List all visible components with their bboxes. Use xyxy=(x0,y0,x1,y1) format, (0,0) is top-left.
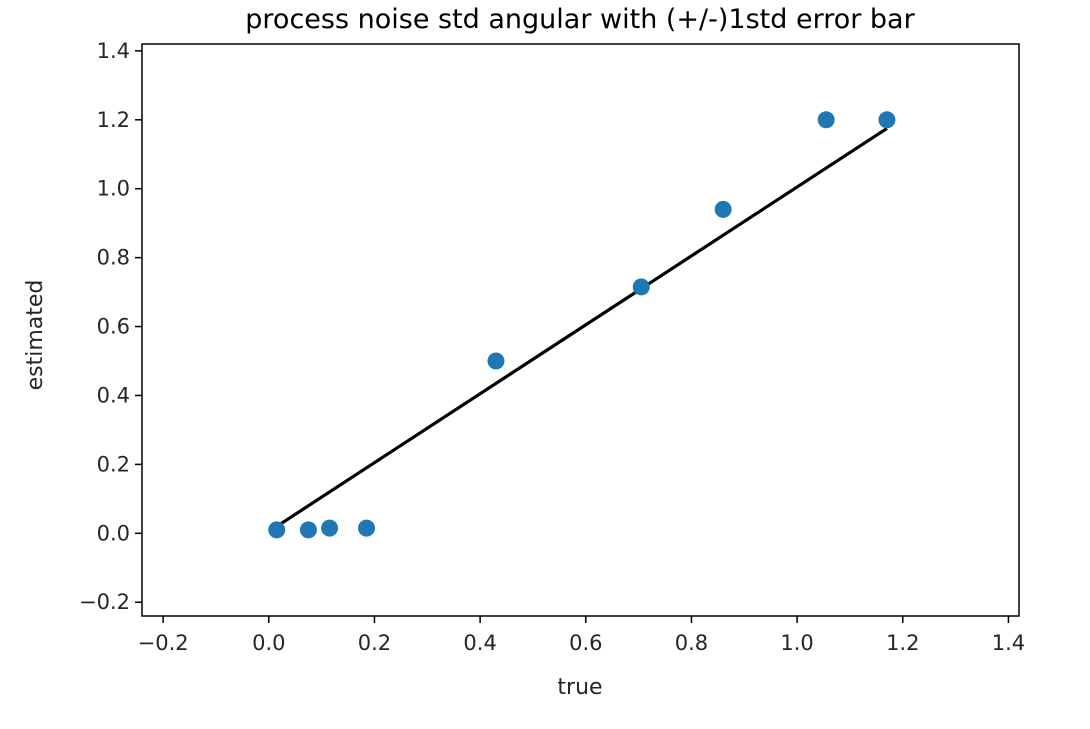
x-tick-label: −0.2 xyxy=(138,631,189,655)
x-axis-label: true xyxy=(557,675,602,700)
x-tick-label: 0.6 xyxy=(569,631,602,655)
y-tick-label: 0.6 xyxy=(97,315,130,339)
data-point xyxy=(268,521,286,539)
x-tick-label: 1.0 xyxy=(780,631,813,655)
data-points xyxy=(268,111,896,539)
y-tick-label: 0.2 xyxy=(97,452,130,476)
plot-frame xyxy=(141,43,1020,617)
y-axis-ticks: −0.2 0.0 0.2 0.4 0.6 0.8 1.0 1.2 1.4 xyxy=(79,39,142,614)
x-tick-label: 1.4 xyxy=(992,631,1025,655)
x-tick-label: 0.8 xyxy=(675,631,708,655)
chart-title: process noise std angular with (+/-)1std… xyxy=(245,4,915,35)
data-point xyxy=(299,521,317,539)
data-point xyxy=(358,519,376,537)
y-tick-label: 0.4 xyxy=(97,383,130,407)
y-tick-label: −0.2 xyxy=(79,590,130,614)
data-point xyxy=(878,111,896,129)
y-tick-label: 1.2 xyxy=(97,108,130,132)
fit-line xyxy=(275,127,888,528)
x-tick-label: 1.2 xyxy=(886,631,919,655)
y-tick-label: 1.4 xyxy=(97,39,130,63)
data-point xyxy=(714,200,732,218)
fit-line-group xyxy=(275,127,888,528)
x-tick-label: 0.4 xyxy=(463,631,496,655)
data-point xyxy=(632,278,650,296)
data-point xyxy=(487,352,505,370)
y-tick-label: 0.8 xyxy=(97,246,130,270)
y-tick-label: 1.0 xyxy=(97,177,130,201)
data-point xyxy=(817,111,835,129)
x-tick-label: 0.2 xyxy=(358,631,391,655)
x-axis-ticks: −0.2 0.0 0.2 0.4 0.6 0.8 1.0 1.2 1.4 xyxy=(138,616,1025,655)
x-tick-label: 0.0 xyxy=(252,631,285,655)
data-point xyxy=(321,519,339,537)
y-tick-label: 0.0 xyxy=(97,521,130,545)
y-axis-label: estimated xyxy=(23,280,48,391)
